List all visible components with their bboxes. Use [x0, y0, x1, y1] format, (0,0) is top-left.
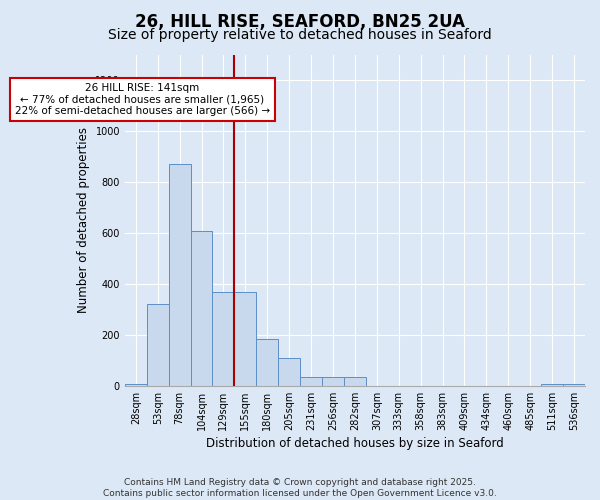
Y-axis label: Number of detached properties: Number of detached properties: [77, 128, 90, 314]
Bar: [256, 338, 278, 386]
Bar: [169, 164, 191, 386]
Bar: [300, 377, 322, 386]
Bar: [278, 358, 300, 386]
X-axis label: Distribution of detached houses by size in Seaford: Distribution of detached houses by size …: [206, 437, 504, 450]
Text: Size of property relative to detached houses in Seaford: Size of property relative to detached ho…: [108, 28, 492, 42]
Bar: [147, 304, 169, 386]
Bar: [322, 377, 344, 386]
Text: 26, HILL RISE, SEAFORD, BN25 2UA: 26, HILL RISE, SEAFORD, BN25 2UA: [135, 12, 465, 30]
Bar: [191, 230, 212, 386]
Bar: [344, 377, 366, 386]
Bar: [563, 384, 585, 386]
Text: Contains HM Land Registry data © Crown copyright and database right 2025.
Contai: Contains HM Land Registry data © Crown c…: [103, 478, 497, 498]
Bar: [235, 292, 256, 386]
Bar: [541, 384, 563, 386]
Bar: [212, 292, 235, 386]
Text: 26 HILL RISE: 141sqm
← 77% of detached houses are smaller (1,965)
22% of semi-de: 26 HILL RISE: 141sqm ← 77% of detached h…: [15, 83, 270, 116]
Bar: [125, 384, 147, 386]
